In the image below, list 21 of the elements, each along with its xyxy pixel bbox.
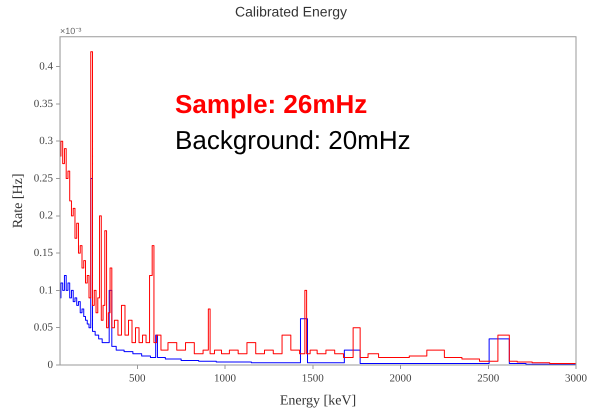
x-tick-label: 1500 (302, 372, 324, 384)
x-tick-label: 2500 (477, 372, 500, 384)
y-tick-label: 0.2 (39, 210, 54, 222)
chart-title: Calibrated Energy (234, 3, 348, 20)
y-tick-label: 0.15 (34, 247, 54, 260)
text: ×10⁻³ (60, 26, 82, 36)
annotation: Sample: 26mHz (175, 88, 368, 119)
y-tick-label: 0 (48, 358, 54, 371)
y-tick-label: 0.1 (39, 284, 54, 296)
x-tick-label: 1000 (214, 372, 237, 384)
x-tick-label: 3000 (565, 372, 588, 384)
y-tick-label: 0.25 (34, 172, 54, 184)
y-tick-label: 0.05 (34, 322, 54, 334)
y-tick-label: 0.4 (39, 60, 54, 73)
x-tick-label: 2000 (390, 372, 412, 384)
y-axis-title: Rate [Hz] (11, 173, 26, 228)
y-tick-label: 0.3 (39, 135, 54, 148)
x-axis-title: Energy [keV] (280, 393, 356, 408)
y-tick-label: 0.35 (34, 98, 54, 110)
annotation: Background: 20mHz (175, 124, 411, 155)
x-tick-label: 500 (129, 372, 146, 384)
